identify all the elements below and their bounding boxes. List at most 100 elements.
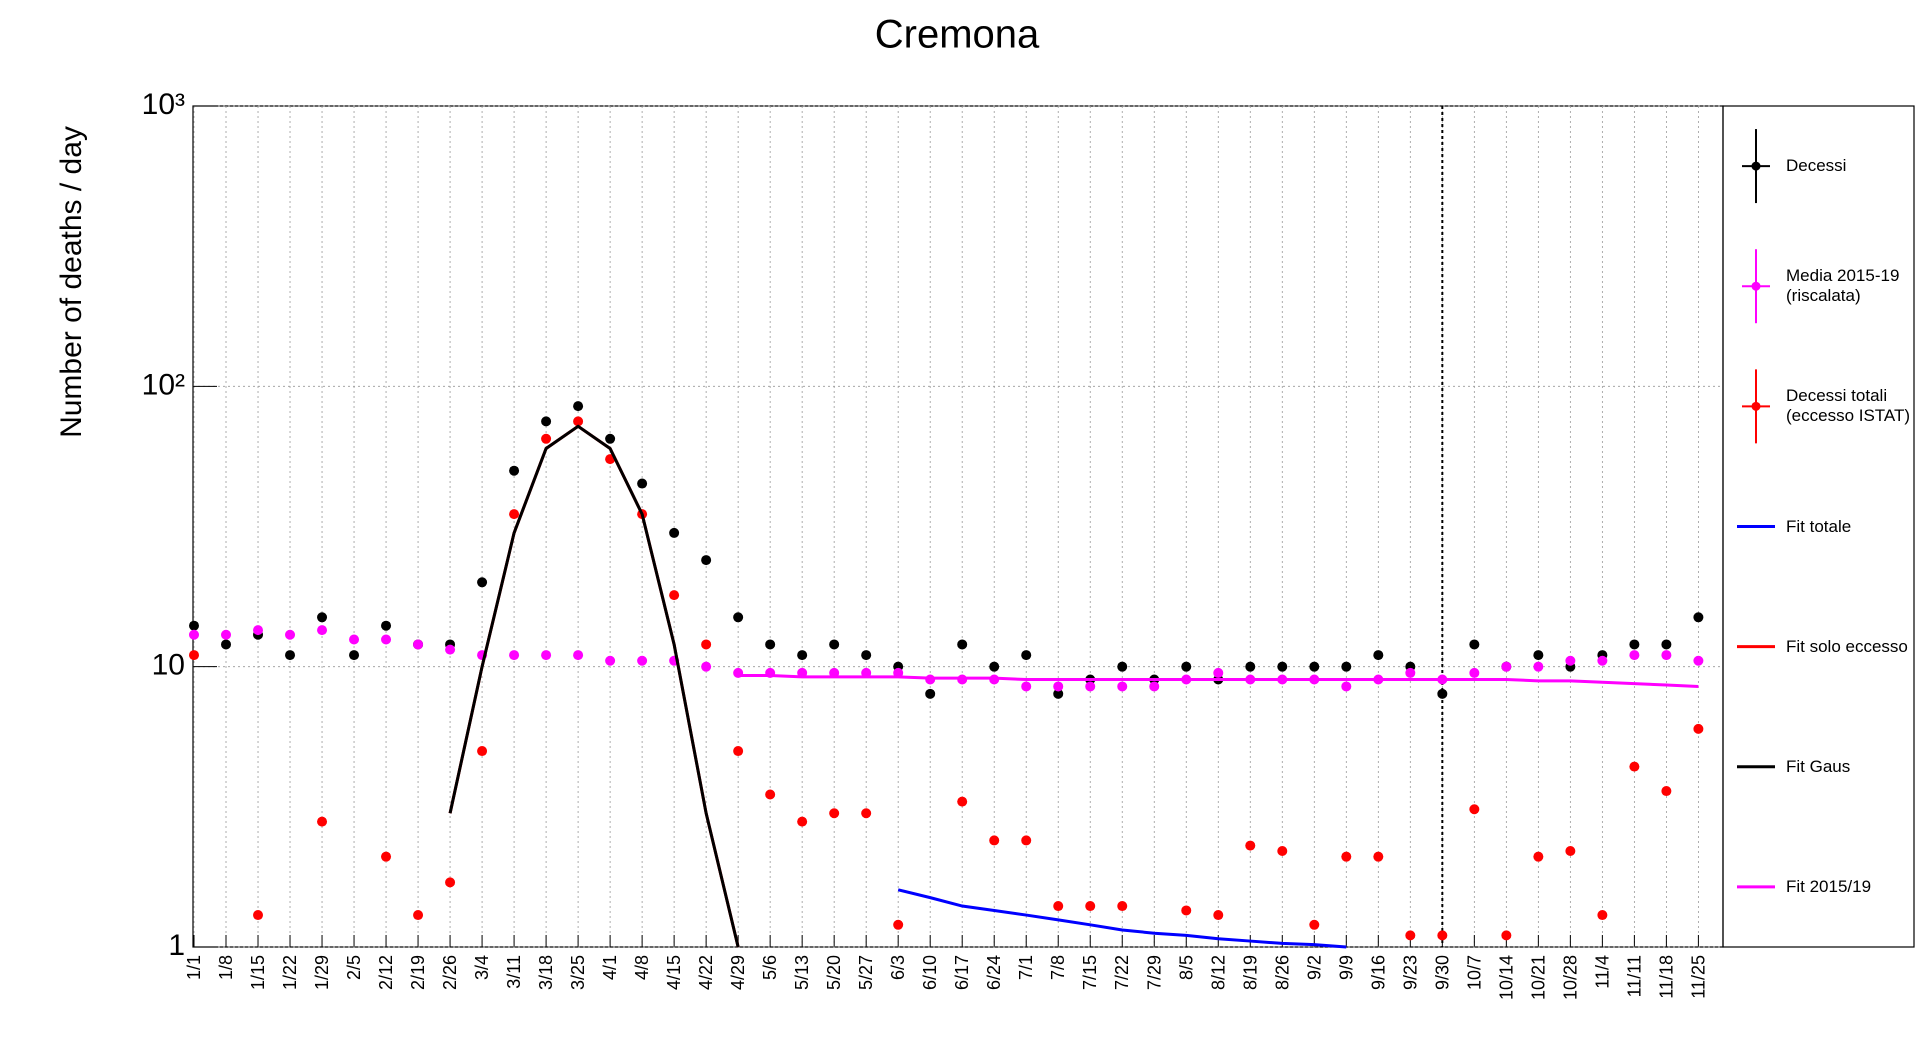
x-tick-label: 8/26 <box>1272 955 1292 990</box>
data-point <box>1373 650 1384 661</box>
legend-swatch <box>1751 161 1761 171</box>
data-point <box>317 612 328 623</box>
data-point <box>573 416 584 427</box>
data-point <box>1053 681 1064 692</box>
x-tick-label: 11/4 <box>1592 955 1612 989</box>
data-point <box>189 650 199 661</box>
data-point <box>1565 655 1576 666</box>
y-tick-label: 10³ <box>142 88 185 121</box>
data-point <box>509 650 520 661</box>
data-point <box>509 465 520 476</box>
data-point <box>1309 919 1320 930</box>
legend-label: Fit totale <box>1786 516 1852 536</box>
x-tick-label: 3/18 <box>536 955 556 990</box>
data-point <box>1469 667 1480 678</box>
data-point <box>701 639 712 650</box>
data-point <box>349 650 360 661</box>
x-tick-label: 6/3 <box>888 955 908 980</box>
x-tick-label: 3/25 <box>568 955 588 990</box>
x-tick-label: 8/19 <box>1240 955 1260 990</box>
x-tick-label: 4/1 <box>600 955 620 980</box>
data-point <box>1405 667 1416 678</box>
data-point <box>1341 681 1352 692</box>
data-point <box>1085 901 1096 912</box>
data-point <box>1277 661 1288 672</box>
data-point <box>701 661 712 672</box>
x-tick-label: 9/9 <box>1336 955 1356 980</box>
x-tick-label: 6/10 <box>920 955 940 990</box>
data-point <box>189 629 199 640</box>
data-point <box>701 555 712 566</box>
data-point <box>605 655 616 666</box>
x-tick-label: 7/22 <box>1112 955 1132 990</box>
data-point <box>317 816 328 827</box>
data-point <box>1341 661 1352 672</box>
data-point <box>1245 840 1256 851</box>
data-point <box>1117 901 1128 912</box>
x-tick-label: 8/5 <box>1176 955 1196 980</box>
data-point <box>1213 667 1224 678</box>
data-point <box>733 746 744 757</box>
data-point <box>541 650 552 661</box>
legend-label: Fit Gaus <box>1786 756 1851 776</box>
data-point <box>541 433 552 444</box>
legend-label: Decessi totali (eccesso ISTAT) <box>1786 386 1911 426</box>
data-point <box>1373 851 1384 862</box>
x-tick-label: 2/19 <box>408 955 428 990</box>
data-point <box>1085 681 1096 692</box>
data-point <box>573 401 584 412</box>
data-point <box>605 433 616 444</box>
data-point <box>1469 639 1480 650</box>
x-tick-label: 2/5 <box>344 955 364 980</box>
data-point <box>797 650 808 661</box>
data-point <box>477 746 488 757</box>
x-tick-label: 4/8 <box>632 955 652 980</box>
data-point <box>1021 835 1032 846</box>
y-axis-label: Number of deaths / day <box>55 126 88 438</box>
data-point <box>1629 650 1640 661</box>
data-point <box>221 639 232 650</box>
data-point <box>765 789 776 800</box>
x-tick-label: 2/26 <box>440 955 460 990</box>
chart-title: Cremona <box>875 13 1040 57</box>
x-tick-label: 1/8 <box>216 955 236 980</box>
data-point <box>925 688 936 699</box>
data-point <box>189 620 199 631</box>
data-point <box>1533 661 1544 672</box>
legend-label: Media 2015-19 (riscalata) <box>1786 266 1900 306</box>
data-point <box>253 625 264 636</box>
data-point <box>381 634 392 645</box>
x-tick-label: 10/21 <box>1528 955 1548 1000</box>
fit-line <box>738 674 1699 688</box>
data-point <box>1053 688 1064 699</box>
legend-label: Fit 2015/19 <box>1786 876 1872 896</box>
fit-line <box>448 424 740 948</box>
x-tick-label: 7/1 <box>1016 955 1036 980</box>
x-tick-label: 10/14 <box>1496 955 1516 1000</box>
data-point <box>1501 930 1512 941</box>
data-point <box>1117 661 1128 672</box>
data-point <box>957 796 968 807</box>
x-tick-label: 7/8 <box>1048 955 1068 980</box>
data-point <box>1117 681 1128 692</box>
data-point <box>1501 661 1512 672</box>
data-point <box>1533 650 1544 661</box>
data-point <box>637 655 648 666</box>
data-point <box>669 527 680 538</box>
x-tick-label: 1/29 <box>312 955 332 990</box>
data-point <box>957 639 968 650</box>
data-point <box>669 590 680 601</box>
data-point <box>1277 846 1288 857</box>
x-tick-label: 10/28 <box>1560 955 1580 1000</box>
x-tick-label: 3/11 <box>504 955 524 989</box>
x-tick-label: 9/2 <box>1304 955 1324 980</box>
data-point <box>1021 650 1032 661</box>
data-point <box>285 629 296 640</box>
x-tick-label: 5/27 <box>856 955 876 990</box>
data-point <box>541 416 552 427</box>
x-tick-label: 5/6 <box>760 955 780 980</box>
x-tick-label: 5/13 <box>792 955 812 990</box>
